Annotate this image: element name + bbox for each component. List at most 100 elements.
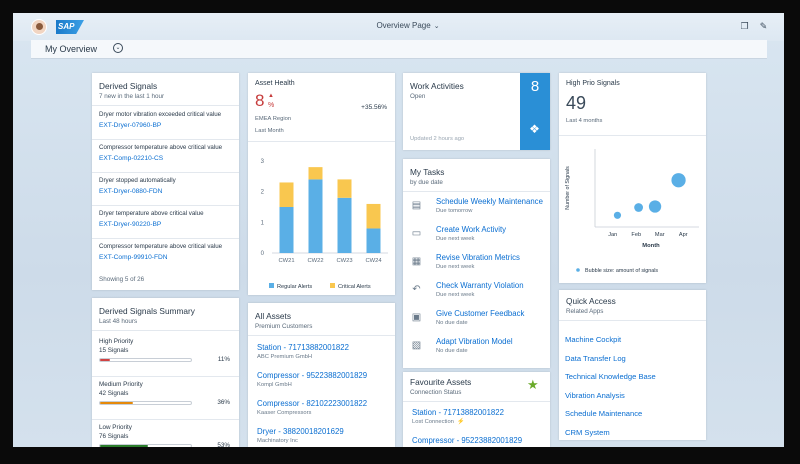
derived-signals-card[interactable]: Derived Signals 7 new in the last 1 hour…: [92, 73, 239, 290]
priority-item[interactable]: Medium Priority 42 Signals 36%: [92, 379, 239, 420]
x-tick-label: CW23: [336, 258, 352, 264]
my-tasks-card[interactable]: My Tasks by due date ▤ Schedule Weekly Ma…: [403, 159, 550, 368]
asset-health-card[interactable]: Asset Health 8 ▲ % +35.56% EMEA Region L…: [248, 73, 395, 295]
card-title: Derived Signals: [99, 81, 158, 91]
quick-access-card[interactable]: Quick Access Related Apps Machine Cockpi…: [559, 290, 706, 440]
task-item[interactable]: ▧ Adapt Vibration Model No due date: [403, 336, 549, 363]
high-prio-card[interactable]: High Prio Signals 49 Last 4 months Numbe…: [559, 73, 706, 283]
x-tick-label: Feb: [631, 232, 641, 238]
bar-regular-alerts-cw23[interactable]: [337, 197, 352, 253]
avatar[interactable]: [31, 19, 47, 35]
signal-id-link[interactable]: EXT-Comp-99910-FDN: [99, 254, 168, 261]
task-item[interactable]: ▦ Revise Vibration Metrics Due next week: [403, 252, 549, 279]
bar-regular-alerts-cw22[interactable]: [308, 179, 323, 253]
task-name: Give Customer Feedback: [436, 309, 525, 318]
chevron-down-icon: ⌄: [433, 23, 440, 30]
asset-name[interactable]: Dryer - 38820018201629: [257, 427, 344, 436]
signals-summary-card[interactable]: Derived Signals Summary Last 48 hours Hi…: [92, 298, 239, 447]
task-name: Check Warranty Violation: [436, 281, 524, 290]
signal-item[interactable]: Compressor temperature above critical va…: [92, 144, 239, 177]
task-name: Revise Vibration Metrics: [436, 253, 520, 262]
card-title: Asset Health: [255, 80, 295, 87]
model-icon: ▧: [411, 340, 422, 351]
task-due: Due next week: [436, 292, 475, 298]
bar-critical-alerts-cw22[interactable]: [308, 167, 323, 180]
app-link[interactable]: Data Transfer Log: [565, 353, 626, 363]
bar-regular-alerts-cw24[interactable]: [366, 228, 381, 253]
card-title: Work Activities: [410, 81, 464, 91]
lost-connection-icon: ⚡: [457, 419, 465, 425]
work-activities-card[interactable]: Work Activities Open Updated 2 hours ago…: [403, 73, 550, 150]
priority-bar-fill: [100, 359, 110, 361]
priority-bar-fill: [100, 445, 149, 447]
bubble-apr[interactable]: [671, 173, 686, 188]
kpi-unit: %: [268, 102, 275, 109]
signal-item[interactable]: Compressor temperature above critical va…: [92, 243, 239, 276]
all-assets-card[interactable]: All Assets Premium Customers Station - 7…: [248, 303, 395, 447]
priority-count: 76 Signals: [99, 433, 129, 440]
signal-id-link[interactable]: EXT-Comp-02210-CS: [99, 155, 164, 162]
priority-percent: 36%: [217, 399, 230, 406]
copy-icon[interactable]: ❐: [740, 21, 749, 31]
calendar-icon: ▤: [411, 200, 422, 211]
x-tick-label: Mar: [655, 232, 665, 238]
signal-id-link[interactable]: EXT-Dryer-07960-BP: [99, 122, 162, 129]
kpi-period: Last 4 months: [566, 118, 603, 124]
priority-count: 42 Signals: [99, 390, 129, 397]
app-window: SAP Overview Page ⌄ ❐ ✎ My Overview ⌄ Der…: [13, 13, 784, 447]
card-subtitle: Connection Status: [410, 389, 462, 396]
bubble-feb[interactable]: [634, 203, 643, 212]
card-title: High Prio Signals: [566, 80, 620, 87]
app-link[interactable]: CRM System: [565, 427, 610, 437]
signal-text: Dryer stopped automatically: [99, 177, 176, 184]
bubble-jan[interactable]: [613, 211, 622, 219]
sap-logo: SAP: [56, 20, 84, 34]
bubble-mar[interactable]: [648, 200, 662, 213]
y-tick-label: 1: [261, 220, 265, 226]
priority-label: High Priority: [99, 338, 134, 345]
favourite-assets-card[interactable]: Favourite Assets Connection Status ★ Sta…: [403, 372, 550, 447]
sheet-icon: ▦: [411, 256, 422, 267]
priority-bar-fill: [100, 402, 133, 404]
task-item[interactable]: ▭ Create Work Activity Due next week: [403, 224, 549, 251]
asset-name[interactable]: Station - 71713882001822: [412, 408, 504, 417]
bar-critical-alerts-cw23[interactable]: [337, 179, 352, 198]
task-item[interactable]: ↶ Check Warranty Violation Due next week: [403, 280, 549, 307]
task-item[interactable]: ▤ Schedule Weekly Maintenance Due tomorrow: [403, 196, 549, 223]
signal-text: Compressor temperature above critical va…: [99, 144, 223, 151]
priority-label: Medium Priority: [99, 381, 143, 388]
y-tick-label: 2: [261, 190, 265, 196]
asset-name[interactable]: Station - 71713882001822: [257, 343, 349, 352]
asset-customer: ABC Premium GmbH: [257, 354, 313, 360]
asset-name[interactable]: Compressor - 82102223001822: [257, 399, 368, 408]
legend-label-regular: Regular Alerts: [277, 284, 312, 290]
edit-icon[interactable]: ✎: [759, 21, 768, 31]
bar-critical-alerts-cw21[interactable]: [279, 182, 294, 207]
signal-id-link[interactable]: EXT-Dryer-0880-FDN: [99, 188, 163, 195]
asset-name[interactable]: Compressor - 95223882001829: [412, 436, 523, 445]
card-title: Derived Signals Summary: [99, 306, 195, 316]
signal-item[interactable]: Dryer motor vibration exceeded critical …: [92, 111, 239, 144]
signal-item[interactable]: Dryer stopped automatically EXT-Dryer-088…: [92, 177, 239, 210]
kpi-region: EMEA Region: [255, 116, 292, 122]
signal-id-link[interactable]: EXT-Dryer-90220-BP: [99, 221, 162, 228]
chevron-down-icon[interactable]: ⌄: [113, 43, 123, 53]
signal-item[interactable]: Dryer temperature above critical value EX…: [92, 210, 239, 243]
app-link[interactable]: Machine Cockpit: [565, 335, 622, 344]
shell-title-menu[interactable]: Overview Page ⌄: [343, 21, 473, 30]
priority-item[interactable]: High Priority 15 Signals 11%: [92, 336, 239, 377]
task-item[interactable]: ▣ Give Customer Feedback No due date: [403, 308, 549, 335]
card-title: Quick Access: [566, 296, 616, 306]
x-axis-title: Month: [642, 243, 660, 249]
shell-bar: SAP Overview Page ⌄ ❐ ✎: [13, 13, 784, 41]
bar-critical-alerts-cw24[interactable]: [366, 203, 381, 229]
app-link[interactable]: Technical Knowledge Base: [565, 372, 656, 381]
asset-name[interactable]: Compressor - 95223882001829: [257, 371, 368, 380]
app-link[interactable]: Vibration Analysis: [565, 390, 625, 400]
x-tick-label: Apr: [679, 232, 688, 238]
high-prio-chart: Number of Signals Jan Feb Mar Apr Month Bubble…: [565, 149, 699, 274]
priority-item[interactable]: Low Priority 76 Signals 53%: [92, 422, 239, 447]
bar-regular-alerts-cw21[interactable]: [279, 207, 294, 253]
app-link[interactable]: Schedule Maintenance: [565, 409, 643, 418]
card-subtitle: Last 48 hours: [99, 318, 138, 325]
